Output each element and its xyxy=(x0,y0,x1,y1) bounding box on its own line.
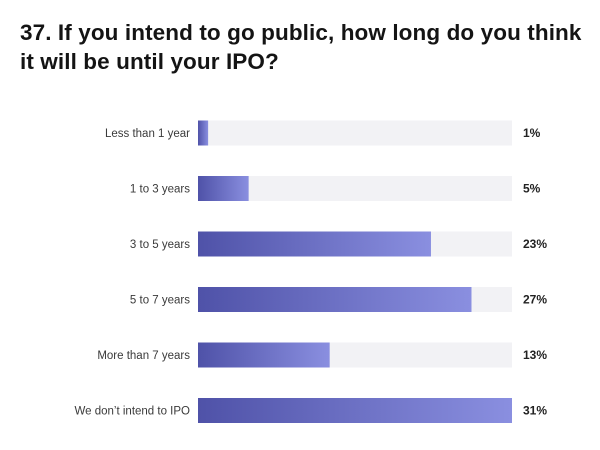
category-label: Less than 1 year xyxy=(105,128,190,140)
value-label: 27% xyxy=(523,293,547,307)
bar xyxy=(198,287,472,312)
category-label: More than 7 years xyxy=(97,350,190,362)
category-label: 3 to 5 years xyxy=(130,239,190,251)
value-label: 1% xyxy=(523,126,541,140)
bar xyxy=(198,231,431,257)
value-label: 23% xyxy=(523,237,547,251)
bar-row: More than 7 years 13% xyxy=(97,342,547,368)
bar xyxy=(198,120,209,146)
bar xyxy=(198,342,330,368)
value-label: 13% xyxy=(523,348,547,362)
bar-row: We don’t intend to IPO 31% xyxy=(75,398,547,423)
bar-track xyxy=(198,176,512,201)
chart-title: 37. If you intend to go public, how long… xyxy=(20,20,582,74)
category-label: 5 to 7 years xyxy=(130,295,190,307)
value-label: 5% xyxy=(523,182,541,196)
bar-row: Less than 1 year 1% xyxy=(105,120,541,146)
bar xyxy=(198,176,249,201)
bar-track xyxy=(198,120,512,146)
bar-row: 3 to 5 years 23% xyxy=(130,231,547,257)
category-label: We don’t intend to IPO xyxy=(75,406,191,418)
bar-row: 1 to 3 years 5% xyxy=(130,176,541,201)
category-label: 1 to 3 years xyxy=(130,184,190,196)
value-label: 31% xyxy=(523,404,547,418)
bar-row: 5 to 7 years 27% xyxy=(130,287,547,312)
bar xyxy=(198,398,512,423)
